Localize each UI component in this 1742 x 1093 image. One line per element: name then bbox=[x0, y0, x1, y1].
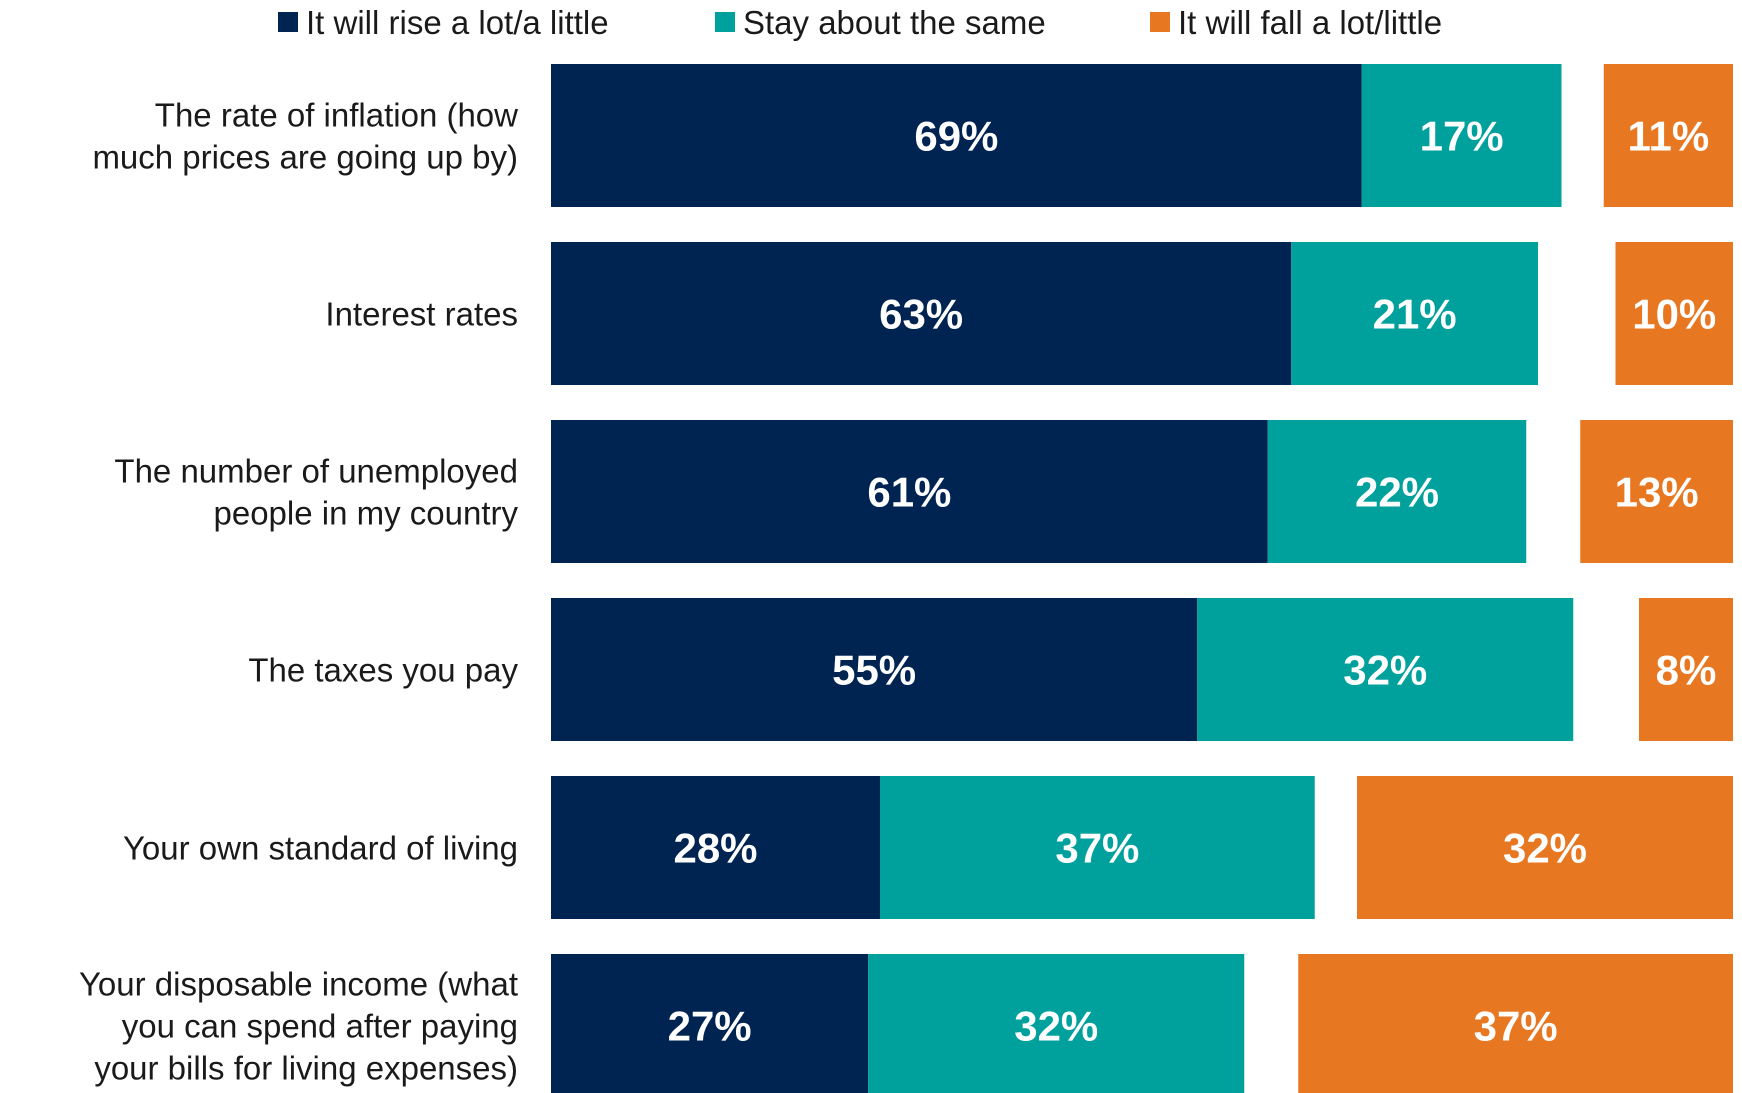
category-label: much prices are going up by) bbox=[92, 139, 518, 176]
category-label: you can spend after paying bbox=[122, 1008, 518, 1045]
category-label: Your own standard of living bbox=[123, 830, 518, 867]
bar-rise bbox=[551, 242, 1292, 385]
bar-rise bbox=[551, 64, 1362, 207]
data-label-fall: 11% bbox=[1628, 113, 1710, 160]
data-label-rise: 61% bbox=[867, 469, 951, 516]
category-label: The rate of inflation (how bbox=[155, 97, 518, 134]
data-label-same: 22% bbox=[1355, 469, 1439, 516]
bar-fall bbox=[1603, 64, 1733, 207]
data-label-fall: 13% bbox=[1615, 469, 1699, 516]
bar-fall bbox=[1580, 420, 1733, 563]
bar-same bbox=[1361, 64, 1562, 207]
legend-label: Stay about the same bbox=[743, 4, 1046, 41]
category-label: The taxes you pay bbox=[248, 652, 518, 689]
bar-fall bbox=[1298, 954, 1733, 1093]
bar-rise bbox=[551, 598, 1198, 741]
legend-label: It will rise a lot/a little bbox=[306, 4, 609, 41]
bar-fall bbox=[1357, 776, 1733, 919]
bar-same bbox=[868, 954, 1245, 1093]
bar-fall bbox=[1639, 598, 1733, 741]
data-label-same: 32% bbox=[1014, 1003, 1098, 1050]
category-label: Interest rates bbox=[325, 296, 518, 333]
data-label-fall: 37% bbox=[1474, 1003, 1558, 1050]
data-label-rise: 63% bbox=[879, 291, 963, 338]
data-label-fall: 8% bbox=[1656, 647, 1717, 694]
category-label: Your disposable income (what bbox=[79, 966, 518, 1003]
bar-same bbox=[1267, 420, 1527, 563]
bar-rise bbox=[551, 954, 869, 1093]
legend-swatch bbox=[278, 12, 298, 32]
data-label-rise: 28% bbox=[673, 825, 757, 872]
data-label-same: 32% bbox=[1343, 647, 1427, 694]
bar-same bbox=[880, 776, 1315, 919]
category-label: people in my country bbox=[214, 495, 519, 532]
data-label-rise: 55% bbox=[832, 647, 916, 694]
legend-swatch bbox=[715, 12, 735, 32]
data-label-same: 17% bbox=[1420, 113, 1504, 160]
legend-label: It will fall a lot/little bbox=[1178, 4, 1442, 41]
bar-fall bbox=[1615, 242, 1733, 385]
data-label-same: 21% bbox=[1373, 291, 1457, 338]
data-label-same: 37% bbox=[1055, 825, 1139, 872]
data-label-fall: 32% bbox=[1503, 825, 1587, 872]
data-label-rise: 27% bbox=[668, 1003, 752, 1050]
bar-same bbox=[1197, 598, 1574, 741]
bar-rise bbox=[551, 420, 1268, 563]
bar-rise bbox=[551, 776, 880, 919]
data-label-fall: 10% bbox=[1632, 291, 1716, 338]
bar-same bbox=[1291, 242, 1538, 385]
category-label: The number of unemployed bbox=[114, 453, 518, 490]
data-label-rise: 69% bbox=[914, 113, 998, 160]
category-label: your bills for living expenses) bbox=[94, 1050, 518, 1087]
legend-swatch bbox=[1150, 12, 1170, 32]
